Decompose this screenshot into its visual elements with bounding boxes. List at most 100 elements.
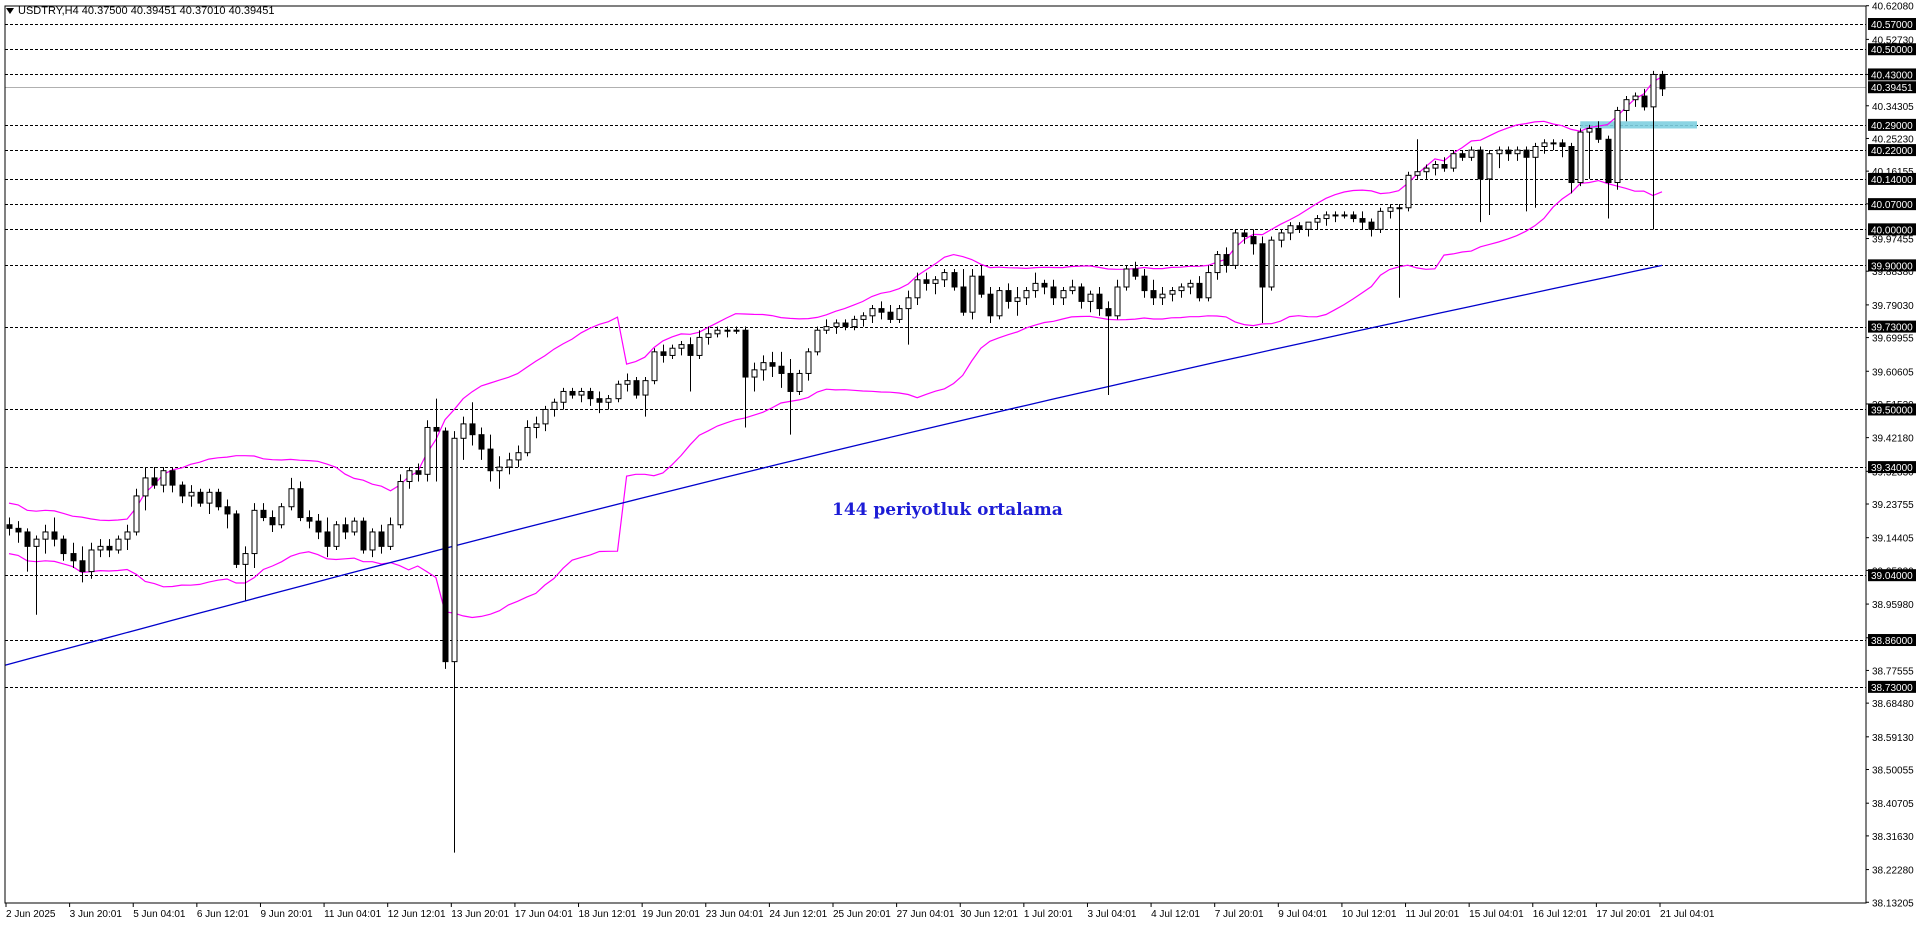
price-label: 38.77555 <box>1872 666 1914 677</box>
candle-body <box>1005 290 1012 302</box>
candle-body <box>24 531 31 547</box>
plot-frame <box>4 5 1867 904</box>
candle-body <box>851 318 858 328</box>
candle-body <box>169 470 176 486</box>
candle-body <box>1550 142 1557 145</box>
candle-body <box>1405 174 1412 209</box>
candle-body <box>1623 99 1630 111</box>
candle-body <box>1150 290 1157 299</box>
candle-body <box>1114 286 1121 317</box>
candle-body <box>923 279 930 284</box>
candle-body <box>769 362 776 367</box>
candle-body <box>1414 171 1421 176</box>
candle-body <box>1541 142 1548 147</box>
level-price-label: 40.39451 <box>1871 83 1913 94</box>
level-price-box <box>1868 320 1916 333</box>
candle-body <box>578 390 585 396</box>
candle-body <box>124 531 131 540</box>
candle-body <box>397 481 404 526</box>
candle-body <box>842 322 849 328</box>
candle-body <box>424 426 431 475</box>
level-price-box <box>1868 461 1916 474</box>
time-label: 27 Jun 04:01 <box>897 909 955 920</box>
candle-body <box>70 553 77 562</box>
candle-body <box>887 311 894 320</box>
level-price-label: 39.90000 <box>1871 261 1913 272</box>
time-label: 13 Jun 20:01 <box>451 909 509 920</box>
level-price-label: 40.00000 <box>1871 225 1913 236</box>
candle-body <box>1614 109 1621 184</box>
candle-body <box>1232 232 1239 266</box>
candle-body <box>987 293 994 317</box>
time-label: 15 Jul 04:01 <box>1469 909 1524 920</box>
candle-body <box>133 495 140 533</box>
candle-body <box>969 275 976 313</box>
candle-body <box>1259 243 1266 288</box>
candle-body <box>941 272 948 281</box>
level-price-box <box>1868 81 1916 94</box>
candle-body <box>1250 236 1257 245</box>
level-price-box <box>1868 680 1916 693</box>
level-price-box <box>1868 172 1916 185</box>
level-price-box <box>1868 18 1916 31</box>
bollinger-upper <box>8 76 1663 522</box>
candle-body <box>951 272 958 288</box>
candle-body <box>297 488 304 519</box>
time-label: 24 Jun 12:01 <box>769 909 827 920</box>
candle-body <box>878 308 885 313</box>
price-label: 38.95980 <box>1872 600 1914 611</box>
candle-body <box>1477 149 1484 180</box>
candle-body <box>269 517 276 526</box>
candle-body <box>15 527 22 533</box>
level-price-label: 40.57000 <box>1871 20 1913 31</box>
candle-body <box>1605 138 1612 184</box>
time-label: 4 Jul 12:01 <box>1151 909 1200 920</box>
candle-body <box>324 531 331 547</box>
level-price-box <box>1868 43 1916 56</box>
price-label: 39.42180 <box>1872 434 1914 445</box>
candle-body <box>1023 290 1030 299</box>
candle-body <box>1359 218 1366 223</box>
candle-body <box>151 477 158 486</box>
candle-body <box>1459 153 1466 158</box>
dropdown-triangle-icon[interactable] <box>6 8 14 15</box>
candle-body <box>1087 293 1094 302</box>
price-label: 39.97455 <box>1872 235 1914 246</box>
time-label: 9 Jun 20:01 <box>260 909 313 920</box>
candle-body <box>215 491 222 508</box>
candle-body <box>442 430 449 663</box>
level-price-label: 38.73000 <box>1871 683 1913 694</box>
candle-body <box>106 545 113 551</box>
candle-body <box>342 524 349 533</box>
bollinger-lower <box>8 179 1663 619</box>
candle-body <box>778 365 785 374</box>
price-label: 39.23755 <box>1872 500 1914 511</box>
candle-body <box>551 401 558 410</box>
candle-body <box>1069 286 1076 292</box>
candle-body <box>1060 290 1067 299</box>
price-label: 40.25230 <box>1872 134 1914 145</box>
level-price-label: 39.50000 <box>1871 405 1913 416</box>
candle-body <box>1123 268 1130 288</box>
candle-body <box>278 506 285 526</box>
level-price-label: 39.04000 <box>1871 571 1913 582</box>
level-price-box <box>1868 198 1916 211</box>
candle-body <box>1641 95 1648 108</box>
candle-body <box>587 390 594 400</box>
candle-body <box>1141 275 1148 292</box>
candle-body <box>1096 293 1103 310</box>
support-zone-rect <box>1580 121 1697 129</box>
candle-body <box>660 351 667 356</box>
candle-body <box>97 545 104 551</box>
candle-body <box>33 538 40 547</box>
candle-body <box>814 329 821 353</box>
time-label: 1 Jul 20:01 <box>1024 909 1073 920</box>
candle-body <box>1423 167 1430 173</box>
horizontal-levels <box>5 24 1866 688</box>
candle-body <box>369 531 376 551</box>
candle-body <box>288 488 295 508</box>
candle-body <box>1132 268 1139 277</box>
candle-body <box>115 538 122 551</box>
